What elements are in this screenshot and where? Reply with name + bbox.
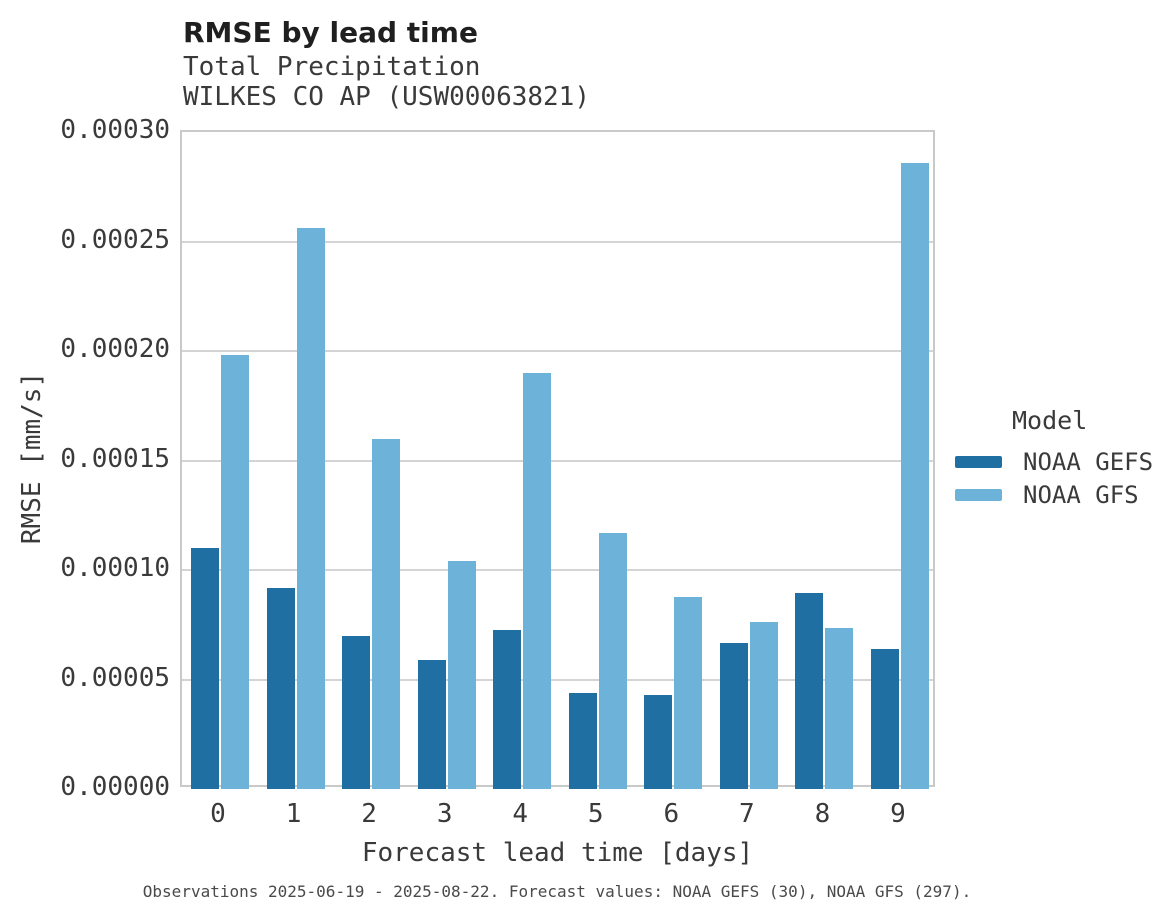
bar-noaa-gefs-lead-8 <box>795 592 824 789</box>
bar-noaa-gfs-lead-1 <box>296 228 325 789</box>
y-tick-label: 0.00010 <box>60 553 170 583</box>
x-tick-label: 3 <box>436 799 453 829</box>
x-tick-label: 6 <box>663 799 680 829</box>
bar-noaa-gfs-lead-7 <box>749 622 778 789</box>
y-tick-label: 0.00005 <box>60 662 170 693</box>
x-tick-label: 0 <box>210 799 226 829</box>
x-tick-label: 8 <box>814 799 831 829</box>
x-tick-label: 2 <box>361 799 377 829</box>
bar-noaa-gefs-lead-9 <box>870 648 899 789</box>
legend-swatch-icon <box>955 455 1002 468</box>
legend-item: NOAA GFS <box>955 478 1170 511</box>
y-tick-label: 0.00000 <box>60 772 170 802</box>
bar-noaa-gfs-lead-9 <box>900 162 929 789</box>
x-tick-label: 4 <box>512 799 529 829</box>
bar-noaa-gefs-lead-1 <box>266 587 295 789</box>
bar-noaa-gefs-lead-7 <box>719 643 748 789</box>
y-tick-label: 0.00025 <box>60 224 170 255</box>
x-tick-label: 1 <box>285 799 302 829</box>
chart-title: RMSE by lead time <box>183 16 478 49</box>
gridline <box>182 350 933 352</box>
legend: Model NOAA GEFS NOAA GFS <box>955 406 1170 511</box>
gridline <box>182 678 933 681</box>
bar-noaa-gefs-lead-4 <box>493 630 522 789</box>
bar-noaa-gfs-lead-6 <box>674 597 703 789</box>
y-tick-label: 0.00015 <box>60 443 170 474</box>
bar-noaa-gefs-lead-2 <box>342 635 371 789</box>
y-tick-label: 0.00020 <box>60 334 170 364</box>
x-tick-label: 5 <box>587 799 604 829</box>
legend-title: Model <box>1012 406 1088 435</box>
y-tick-label: 0.00030 <box>60 115 170 145</box>
bar-noaa-gefs-lead-5 <box>568 692 597 789</box>
chart-subtitle-variable: Total Precipitation <box>183 52 481 82</box>
bar-noaa-gfs-lead-5 <box>598 532 627 789</box>
chart-caption: Observations 2025-06-19 - 2025-08-22. Fo… <box>142 882 972 901</box>
bar-noaa-gefs-lead-0 <box>191 548 219 789</box>
bar-noaa-gfs-lead-3 <box>447 561 476 789</box>
bar-noaa-gfs-lead-2 <box>372 438 401 789</box>
legend-label: NOAA GFS <box>1023 480 1139 509</box>
gridline <box>182 240 933 243</box>
gridline <box>182 569 933 571</box>
bar-noaa-gefs-lead-3 <box>417 659 446 789</box>
x-tick-label: 7 <box>739 799 755 829</box>
legend-item: NOAA GEFS <box>955 445 1170 478</box>
bar-noaa-gfs-lead-0 <box>221 355 249 789</box>
legend-items: NOAA GEFS NOAA GFS <box>955 445 1170 511</box>
x-axis-title: Forecast lead time [days] <box>361 838 754 868</box>
legend-label: NOAA GEFS <box>1023 447 1154 476</box>
bar-noaa-gefs-lead-6 <box>644 695 673 789</box>
gridline <box>182 459 933 462</box>
chart-subtitle-station: WILKES CO AP (USW00063821) <box>183 82 590 112</box>
legend-swatch-icon <box>955 488 1002 501</box>
plot-area <box>180 130 935 789</box>
bar-noaa-gfs-lead-8 <box>825 627 854 789</box>
x-tick-label: 9 <box>890 799 906 829</box>
bar-noaa-gfs-lead-4 <box>523 372 552 789</box>
